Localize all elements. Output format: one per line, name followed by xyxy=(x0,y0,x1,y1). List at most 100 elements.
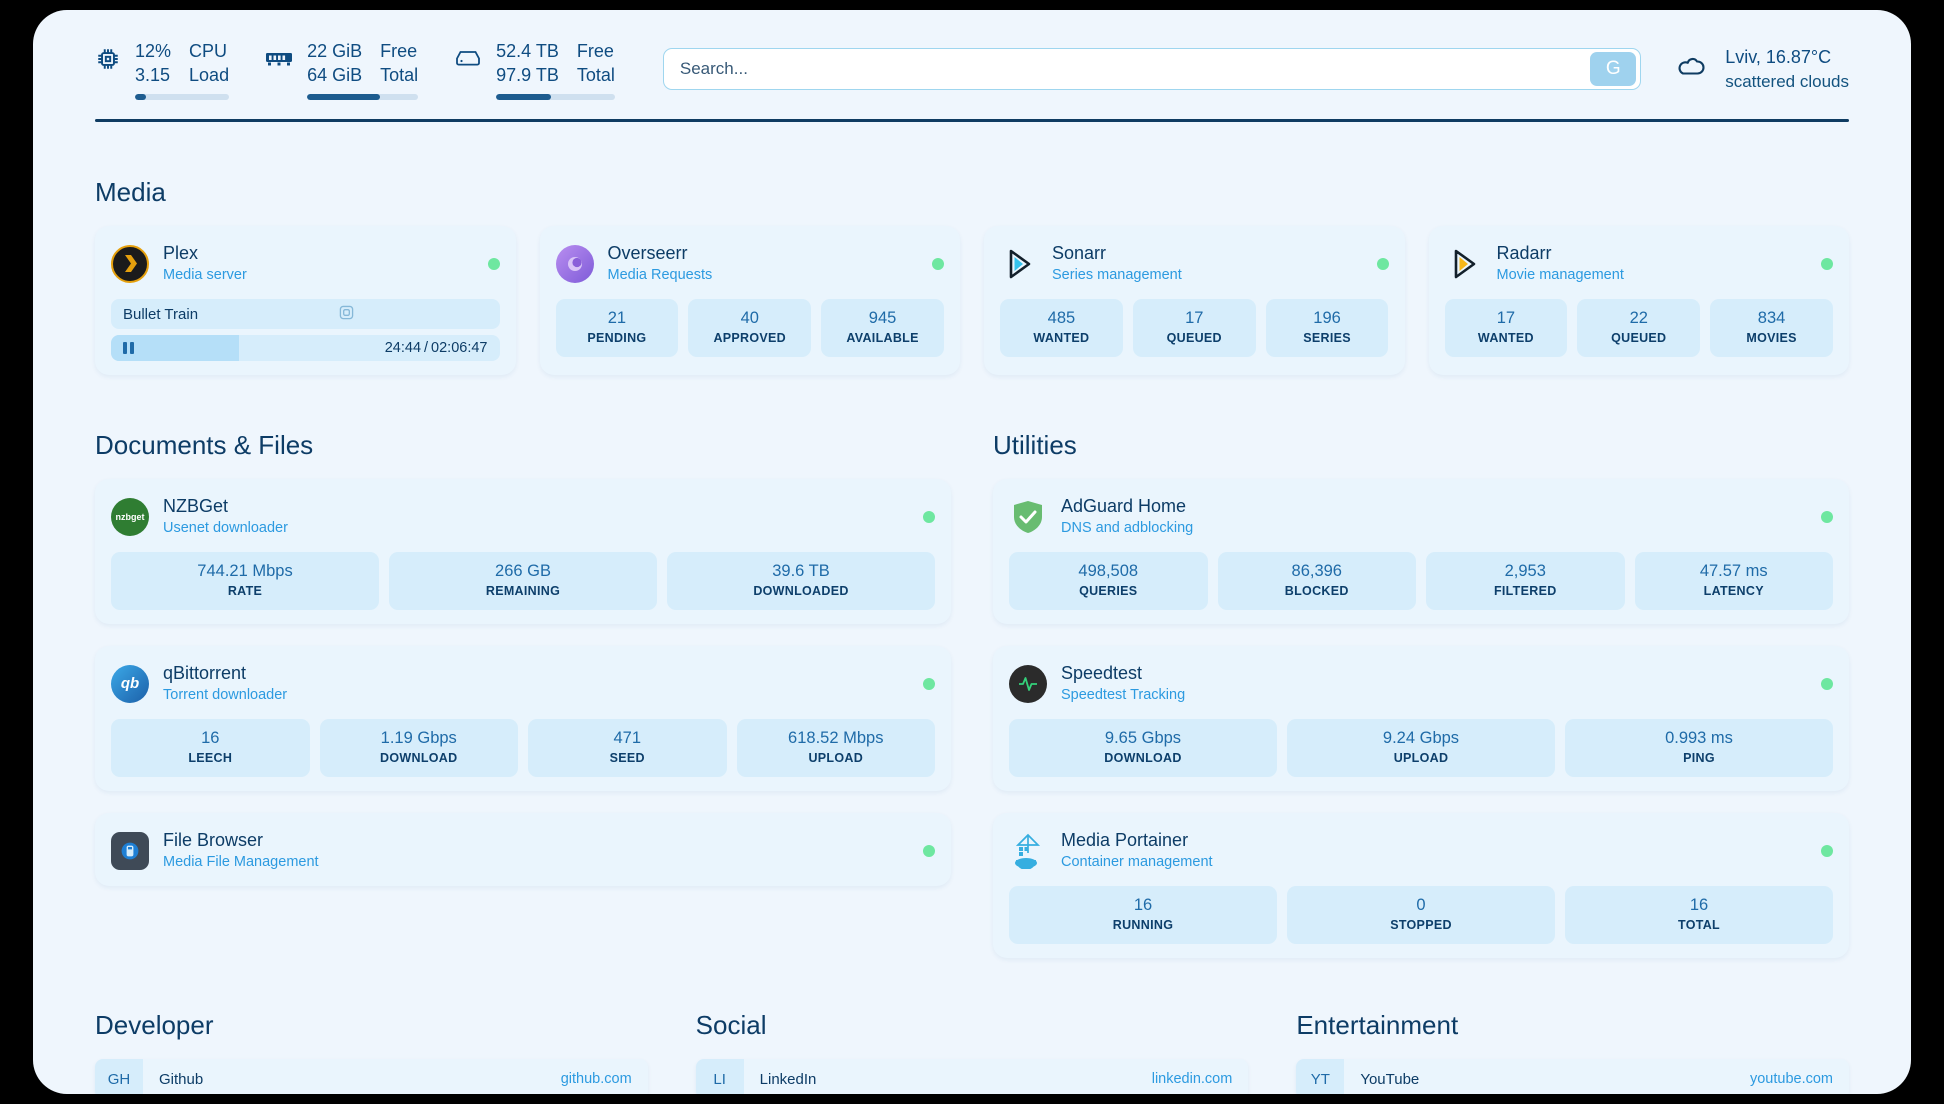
service-card-qbittorrent[interactable]: qb qBittorrent Torrent downloader 16 xyxy=(95,646,951,791)
plex-elapsed: 24:44 xyxy=(384,340,422,356)
stat-label: DOWNLOAD xyxy=(380,751,458,765)
stat-value: 471 xyxy=(613,729,642,747)
disk-stat: 52.4 TB 97.9 TB Free Total xyxy=(454,39,615,100)
search-submit-button[interactable]: G xyxy=(1590,52,1637,86)
service-subtitle: Series management xyxy=(1052,267,1182,283)
disk-label2: Total xyxy=(576,64,615,85)
status-indicator-online xyxy=(1821,510,1833,523)
stat-value: 16 xyxy=(1133,896,1153,914)
plex-progress-bar[interactable]: 24:44/02:06:47 xyxy=(111,335,500,361)
service-subtitle: Usenet downloader xyxy=(163,520,288,536)
cpu-label2: Load xyxy=(189,64,230,85)
stat-label: LATENCY xyxy=(1703,584,1764,598)
weather-widget: Lviv, 16.87°C scattered clouds xyxy=(1675,45,1849,94)
stat-tile: 22 QUEUED xyxy=(1577,299,1701,357)
portainer-icon xyxy=(1009,832,1047,870)
plex-separator: / xyxy=(424,340,429,356)
bookmark-group-entertainment: Entertainment YT YouTube youtube.com NF … xyxy=(1296,1010,1849,1094)
plex-now-playing[interactable]: Bullet Train xyxy=(111,299,500,329)
service-card-media-portainer[interactable]: Media Portainer Container management 16 … xyxy=(993,813,1849,958)
service-subtitle: Movie management xyxy=(1496,267,1624,283)
section-title-documents: Documents & Files xyxy=(95,430,314,460)
bookmark-item[interactable]: LI LinkedIn linkedin.com xyxy=(695,1059,1249,1094)
speedtest-icon xyxy=(1009,664,1047,703)
service-card-file-browser[interactable]: File Browser Media File Management xyxy=(95,813,951,886)
service-card-sonarr[interactable]: Sonarr Series management 485 WANTED 17 Q… xyxy=(984,226,1405,375)
stat-label: SERIES xyxy=(1303,331,1351,345)
bookmarks-grid: Developer GH Github github.com SO StackO… xyxy=(95,1010,1849,1094)
stat-label: UPLOAD xyxy=(808,751,864,765)
service-card-nzbget[interactable]: nzbget NZBGet Usenet downloader 744.21 M… xyxy=(95,479,951,624)
bookmark-abbr: LI xyxy=(695,1059,744,1094)
service-name: Radarr xyxy=(1496,243,1552,263)
stat-label: BLOCKED xyxy=(1284,584,1349,598)
stat-value: 21 xyxy=(607,309,627,327)
bookmark-group-title: Social xyxy=(695,1010,767,1040)
dashboard-page: 12% 3.15 CPU Load xyxy=(33,10,1911,1094)
cast-icon[interactable] xyxy=(339,305,487,324)
memory-usage-bar xyxy=(307,93,419,100)
disk-usage-bar xyxy=(496,93,615,100)
sonarr-icon xyxy=(1000,245,1038,283)
service-subtitle: DNS and adblocking xyxy=(1061,520,1194,536)
bookmark-group-developer: Developer GH Github github.com SO StackO… xyxy=(95,1010,648,1094)
plex-media-title: Bullet Train xyxy=(123,305,199,323)
stat-label: QUERIES xyxy=(1079,584,1138,598)
status-indicator-online xyxy=(923,844,935,857)
stat-tile: 1.19 Gbps DOWNLOAD xyxy=(319,719,518,777)
bookmark-item[interactable]: YT YouTube youtube.com xyxy=(1296,1059,1849,1094)
stat-value: 266 GB xyxy=(495,562,551,580)
service-name: NZBGet xyxy=(163,496,229,516)
service-subtitle: Media File Management xyxy=(163,854,319,870)
stat-tile: 9.65 Gbps DOWNLOAD xyxy=(1009,719,1277,777)
service-name: File Browser xyxy=(163,830,264,850)
stat-label: TOTAL xyxy=(1677,918,1720,932)
stat-label: QUEUED xyxy=(1611,331,1667,345)
stat-label: RATE xyxy=(227,584,263,598)
stat-tile: 16 LEECH xyxy=(111,719,310,777)
service-card-radarr[interactable]: Radarr Movie management 17 WANTED 22 QUE… xyxy=(1428,226,1849,375)
stat-value: 2,953 xyxy=(1504,562,1546,580)
stat-label: WANTED xyxy=(1477,331,1534,345)
stat-label: SEED xyxy=(609,751,645,765)
service-name: Sonarr xyxy=(1052,243,1107,263)
cloud-icon xyxy=(1675,52,1709,87)
service-card-overseerr[interactable]: Overseerr Media Requests 21 PENDING 40 A… xyxy=(539,226,960,375)
service-card-plex[interactable]: Plex Media server Bullet Train xyxy=(95,226,516,375)
stat-tile: 0 STOPPED xyxy=(1287,886,1555,944)
bookmark-name: LinkedIn xyxy=(759,1070,817,1088)
service-card-adguard-home[interactable]: AdGuard Home DNS and adblocking 498,508 … xyxy=(993,479,1849,624)
stat-tile: 266 GB REMAINING xyxy=(389,552,657,610)
stat-value: 9.65 Gbps xyxy=(1104,729,1182,747)
cpu-percent: 12% xyxy=(135,40,172,61)
section-title-media: Media xyxy=(95,177,166,207)
stat-value: 1.19 Gbps xyxy=(380,729,457,747)
service-subtitle: Torrent downloader xyxy=(163,687,288,703)
stat-label: STOPPED xyxy=(1390,918,1452,932)
stat-tile: 9.24 Gbps UPLOAD xyxy=(1287,719,1555,777)
plex-timecode: 24:44/02:06:47 xyxy=(385,340,488,356)
cpu-label: CPU xyxy=(189,40,228,61)
qbittorrent-icon: qb xyxy=(111,664,149,703)
stat-value: 17 xyxy=(1185,309,1204,327)
plex-icon xyxy=(111,244,149,283)
stat-tile: 945 AVAILABLE xyxy=(821,299,944,357)
stat-tile: 16 RUNNING xyxy=(1009,886,1277,944)
cpu-stat: 12% 3.15 CPU Load xyxy=(95,39,230,100)
radarr-icon xyxy=(1445,245,1483,283)
search-input[interactable] xyxy=(663,49,1591,89)
stat-value: 485 xyxy=(1047,309,1076,327)
stat-value: 17 xyxy=(1496,309,1516,327)
ram-icon xyxy=(265,46,293,73)
service-subtitle: Container management xyxy=(1061,854,1213,870)
stat-label: DOWNLOAD xyxy=(1104,751,1182,765)
stat-tile: 39.6 TB DOWNLOADED xyxy=(667,552,935,610)
bookmark-item[interactable]: GH Github github.com xyxy=(95,1059,648,1094)
bookmark-name: YouTube xyxy=(1360,1070,1420,1088)
service-card-speedtest[interactable]: Speedtest Speedtest Tracking 9.65 Gbps D… xyxy=(993,646,1849,791)
service-name: Speedtest xyxy=(1061,663,1143,683)
stat-label: FILTERED xyxy=(1493,584,1557,598)
stat-tile: 17 WANTED xyxy=(1444,299,1568,357)
search-bar[interactable]: G xyxy=(662,48,1642,90)
pause-icon[interactable] xyxy=(123,342,134,354)
